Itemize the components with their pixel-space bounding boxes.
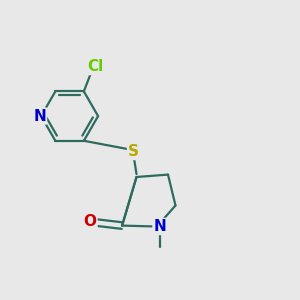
Text: Cl: Cl xyxy=(87,59,103,74)
Text: O: O xyxy=(83,214,97,229)
Text: N: N xyxy=(33,109,46,124)
Text: N: N xyxy=(154,219,166,234)
Text: S: S xyxy=(128,144,139,159)
